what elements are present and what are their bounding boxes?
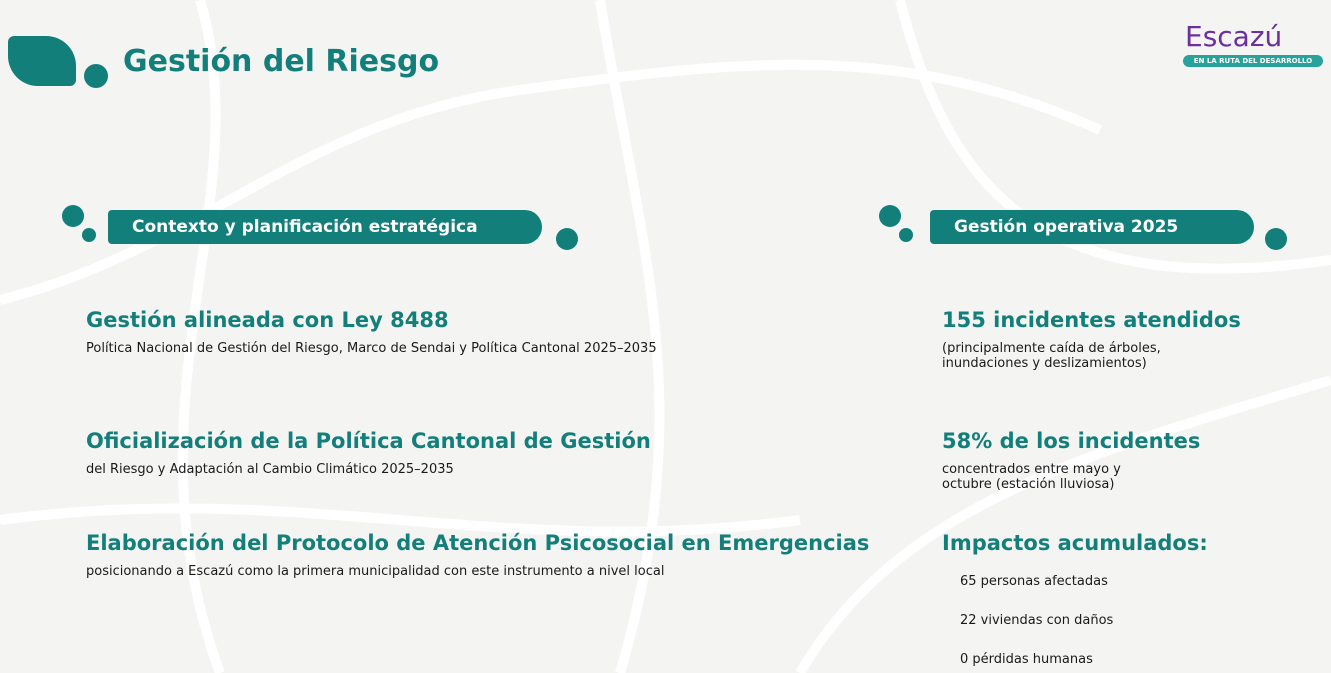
logo-shape	[8, 36, 76, 86]
item-text: concentrados entre mayo y octubre (estac…	[942, 462, 1121, 492]
item-text: posicionando a Escazú como la primera mu…	[86, 564, 665, 579]
logo-dot	[84, 64, 108, 88]
item-title: 155 incidentes atendidos	[942, 308, 1241, 332]
item-title: Oficialización de la Política Cantonal d…	[86, 429, 651, 453]
pill-dot	[556, 228, 578, 250]
item-text: Política Nacional de Gestión del Riesgo,…	[86, 341, 657, 356]
item-text: (principalmente caída de árboles, inunda…	[942, 341, 1161, 371]
item-text: del Riesgo y Adaptación al Cambio Climát…	[86, 462, 454, 477]
section-header: Contexto y planificación estratégica	[108, 210, 542, 244]
pill-dot	[62, 205, 84, 227]
section-header: Gestión operativa 2025	[930, 210, 1254, 244]
bullet: 65 personas afectadas	[960, 574, 1108, 589]
pill-dot	[1265, 228, 1287, 250]
bullet: 0 pérdidas humanas	[960, 652, 1093, 667]
page-title: Gestión del Riesgo	[123, 44, 440, 79]
brand-tagline: EN LA RUTA DEL DESARROLLO	[1183, 55, 1323, 67]
item-title: 58% de los incidentes	[942, 429, 1201, 453]
bullet: 22 viviendas con daños	[960, 613, 1114, 628]
pill-dot	[82, 228, 96, 242]
item-title: Impactos acumulados:	[942, 531, 1208, 555]
pill-dot	[879, 205, 901, 227]
item-title: Gestión alineada con Ley 8488	[86, 308, 449, 332]
brand-name: Escazú	[1185, 20, 1283, 53]
item-title: Elaboración del Protocolo de Atención Ps…	[86, 531, 870, 555]
pill-dot	[899, 228, 913, 242]
